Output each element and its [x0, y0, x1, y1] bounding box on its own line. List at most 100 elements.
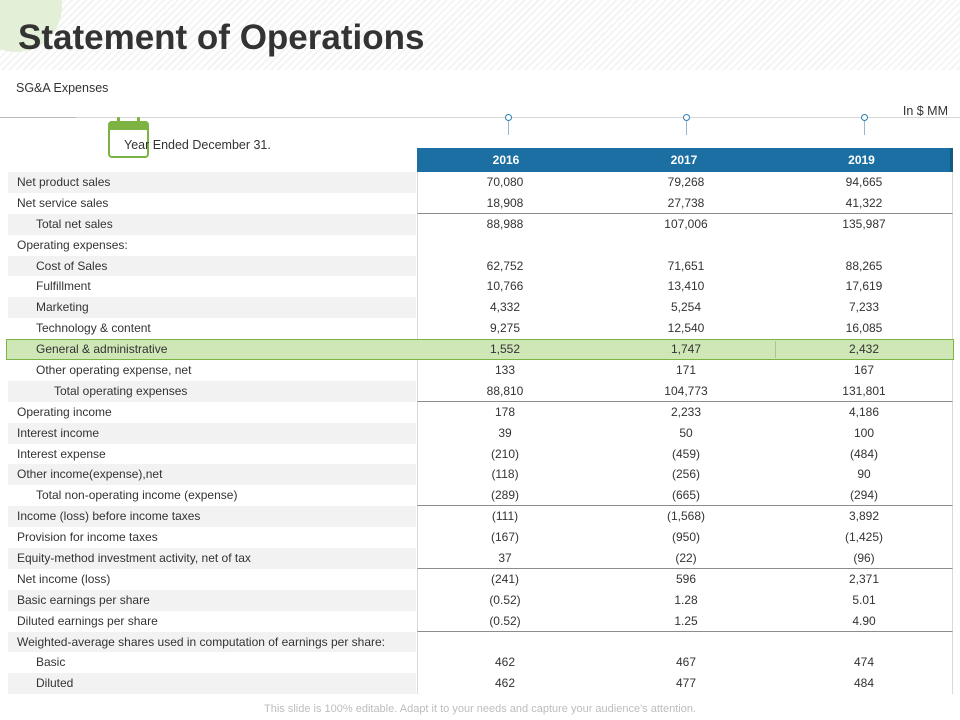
value-cell: 467 [675, 655, 697, 670]
value-cell: 4,332 [489, 300, 521, 315]
value-cell: (241) [490, 571, 519, 586]
table-row: Other income(expense),net (118) (256) 90 [0, 464, 960, 486]
row-label: Basic [36, 655, 66, 670]
value-cell: 90 [857, 467, 871, 482]
value-cell: 107,006 [664, 216, 708, 231]
value-cell: 596 [675, 571, 697, 586]
value-cells-background [417, 213, 953, 235]
value-cell: 2,233 [670, 404, 702, 419]
timeline-pin-icon [683, 114, 691, 136]
value-cells-background [417, 464, 953, 486]
table-row: Net service sales 18,908 27,738 41,322 [0, 192, 960, 214]
value-cell: 18,908 [486, 195, 524, 210]
value-cell: 167 [853, 363, 875, 378]
value-cells-background [417, 192, 953, 214]
row-label: Technology & content [36, 321, 151, 336]
footer-note: This slide is 100% editable. Adapt it to… [264, 703, 696, 715]
value-cell: 79,268 [667, 175, 705, 189]
value-cell: 71,651 [667, 258, 705, 273]
period-label: Year Ended December 31. [124, 138, 271, 152]
value-cell: 17,619 [845, 279, 883, 294]
row-label: Interest expense [17, 446, 106, 461]
value-cell [775, 235, 953, 256]
table-row: Marketing 4,332 5,254 7,233 [0, 297, 960, 319]
value-cell: 5,254 [670, 300, 702, 315]
value-cell: 1.25 [674, 613, 698, 628]
table-row: Interest expense (210) (459) (484) [0, 443, 960, 465]
value-cell: (484) [849, 446, 878, 461]
value-cell: 7,233 [848, 300, 880, 315]
value-cell: 12,540 [667, 321, 705, 336]
value-cell: 62,752 [486, 258, 524, 273]
value-cell: 4.90 [852, 613, 876, 628]
value-cell: 37 [498, 551, 512, 566]
calendar-icon [108, 117, 149, 158]
table-row: Technology & content 9,275 12,540 16,085 [0, 318, 960, 340]
value-cell: 13,410 [667, 279, 705, 294]
page-title: Statement of Operations [18, 18, 425, 57]
value-cell: 27,738 [667, 195, 705, 210]
row-label: Other income(expense),net [8, 464, 416, 486]
value-cell: 1,552 [489, 342, 521, 357]
value-cells-background [417, 548, 953, 569]
row-label: Provision for income taxes [17, 530, 158, 545]
value-cell: (256) [671, 467, 700, 482]
row-highlight [6, 339, 954, 361]
value-cell: (459) [671, 446, 700, 461]
unit-label: In $ MM [902, 104, 948, 118]
row-label: Diluted earnings per share [17, 613, 158, 628]
row-label: Equity-method investment activity, net o… [8, 548, 416, 569]
row-label: Interest income [8, 422, 416, 444]
row-label: Diluted [8, 673, 416, 695]
value-cell: (118) [491, 467, 519, 482]
value-cell: (0.52) [489, 592, 521, 607]
table-header: 2016 2017 2019 [417, 148, 953, 172]
value-cell: 477 [675, 676, 697, 691]
row-label: Cost of Sales [8, 255, 416, 277]
value-cell: 135,987 [842, 216, 886, 231]
value-cell: (950) [671, 530, 700, 545]
row-label: Other operating expense, net [36, 363, 192, 378]
row-label: Basic earnings per share [8, 589, 416, 611]
value-cell: 4,186 [848, 404, 880, 419]
column-header-year: 2016 [492, 153, 520, 167]
subtitle: SG&A Expenses [16, 81, 109, 95]
value-cell: (96) [853, 551, 875, 566]
value-cells-background [417, 589, 953, 611]
value-cell: (111) [491, 509, 519, 524]
value-cell: (1,425) [844, 530, 884, 545]
value-cells-background [417, 318, 953, 340]
value-cell [416, 632, 594, 653]
value-cell: 474 [853, 655, 875, 670]
table-row: Diluted earnings per share (0.52) 1.25 4.90 [0, 610, 960, 632]
value-cell: 100 [853, 425, 875, 440]
timeline-pin-icon [505, 114, 513, 136]
row-label: Operating expenses: [17, 237, 128, 252]
statement-table: Net product sales 70,080 79,268 94,665 Net s… [0, 172, 960, 695]
value-cells-background [417, 276, 953, 298]
table-row: General & administrative 1,552 1,747 2,432 [0, 339, 960, 361]
table-row: Total net sales 88,988 107,006 135,987 [0, 213, 960, 235]
value-cell: 16,085 [845, 321, 883, 336]
value-cell: 88,265 [845, 258, 883, 273]
row-label: Total net sales [8, 213, 416, 235]
value-cell [597, 632, 775, 653]
value-cell: 178 [494, 404, 516, 419]
table-row: Operating income 178 2,233 4,186 [0, 401, 960, 423]
value-cells-background [417, 443, 953, 465]
table-row: Weighted-average shares used in computat… [0, 631, 960, 653]
table-row: Net product sales 70,080 79,268 94,665 [0, 172, 960, 193]
table-row: Cost of Sales 62,752 71,651 88,265 [0, 255, 960, 277]
table-row: Provision for income taxes (167) (950) (1,4… [0, 527, 960, 549]
value-cells-background [417, 422, 953, 444]
title-band [0, 0, 960, 70]
value-cells-background [417, 172, 953, 193]
value-cells-background [417, 401, 953, 423]
value-cell: 484 [853, 676, 875, 691]
row-label: Total operating expenses [8, 380, 416, 402]
row-label: Fulfillment [36, 279, 91, 294]
value-cell: 39 [498, 425, 512, 440]
row-label: Marketing [8, 297, 416, 319]
value-cell: 133 [494, 363, 516, 378]
value-cell: (665) [671, 488, 700, 503]
